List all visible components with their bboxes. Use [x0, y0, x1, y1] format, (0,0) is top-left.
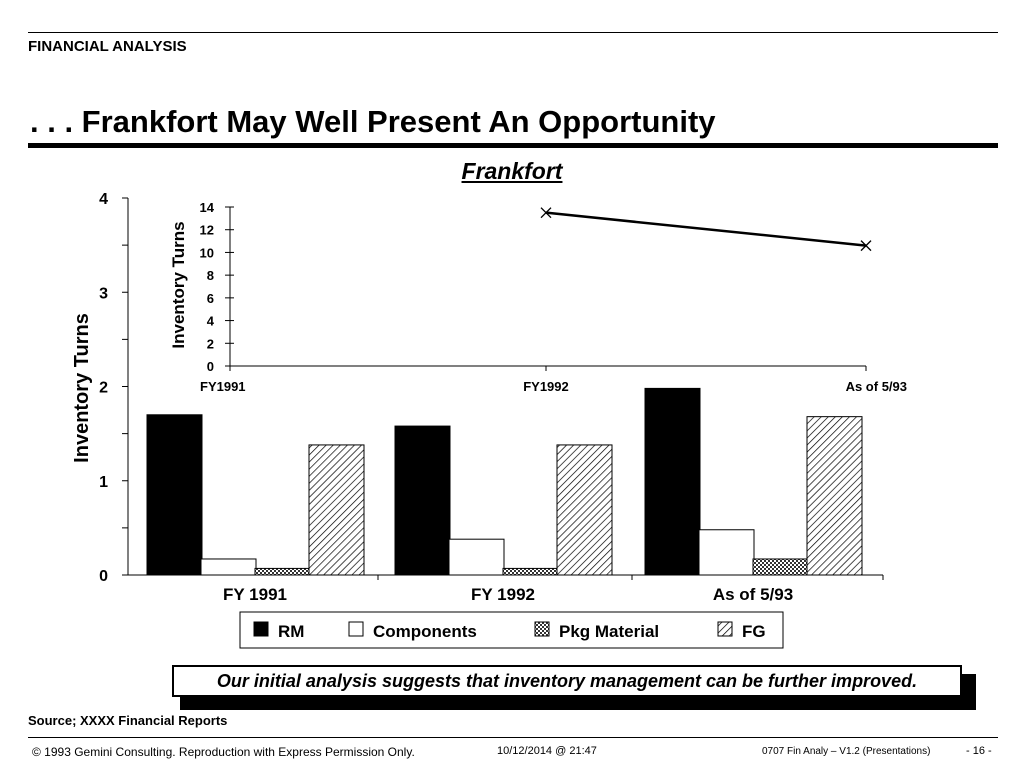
x-tick-label: FY 1991: [223, 585, 287, 604]
bar: [502, 567, 559, 576]
series-line: [545, 211, 867, 247]
bar: [644, 387, 701, 576]
inset-y-tick-label: 6: [207, 291, 214, 306]
bar: [254, 567, 311, 576]
bar: [448, 538, 505, 576]
chart-title: Frankfort: [461, 158, 563, 184]
x-tick-label: FY 1992: [471, 585, 535, 604]
y-axis-title: Inventory Turns: [71, 313, 93, 463]
y-tick-label: 4: [99, 191, 108, 208]
bar: [556, 444, 613, 576]
legend-swatch: [348, 621, 364, 637]
x-tick-label: As of 5/93: [713, 585, 793, 604]
legend-box: [239, 611, 784, 649]
footer-file: 0707 Fin Analy – V1.2 (Presentations): [762, 746, 931, 757]
bottom-rule: [28, 737, 998, 738]
inset-y-tick-label: 2: [207, 336, 214, 351]
inset-y-tick-label: 14: [200, 200, 215, 215]
inset-x-tick-label: FY1991: [200, 379, 246, 394]
bar: [200, 558, 257, 576]
footer-copyright: © 1993 Gemini Consulting. Reproduction w…: [32, 745, 415, 759]
title-rule: [28, 143, 998, 148]
y-tick-label: 3: [99, 285, 108, 302]
bar: [806, 416, 863, 576]
y-tick-label: 0: [99, 568, 108, 585]
bar: [394, 425, 451, 576]
source-note: Source; XXXX Financial Reports: [28, 713, 228, 728]
y-tick-label: 1: [99, 474, 108, 491]
inset-y-tick-label: 12: [200, 223, 214, 238]
inset-y-tick-label: 8: [207, 268, 214, 283]
section-label: FINANCIAL ANALYSIS: [28, 38, 187, 55]
legend: RM Components Pkg Material FG: [239, 611, 784, 649]
footer-page: - 16 -: [966, 745, 992, 757]
inset-y-axis-title: Inventory Turns: [169, 221, 188, 348]
callout-box: Our initial analysis suggests that inven…: [172, 665, 962, 697]
bar: [146, 414, 203, 576]
legend-label: Pkg Material: [559, 622, 659, 641]
inset-y-tick-label: 10: [200, 245, 214, 260]
legend-swatch: [534, 621, 550, 637]
inset-y-tick-label: 0: [207, 359, 214, 374]
legend-swatch: [717, 621, 733, 637]
legend-label: Components: [373, 622, 477, 641]
line-chart: 0 2 4 6 8 10 12 14 FY1991 FY1992 As of 5/93 Invento…: [169, 200, 907, 394]
top-rule: [28, 32, 998, 33]
line-point: [540, 207, 552, 219]
inset-x-tick-label: As of 5/93: [846, 379, 907, 394]
inset-y-tick-label: 4: [207, 314, 215, 329]
legend-label: RM: [278, 622, 304, 641]
y-tick-label: 2: [99, 380, 108, 397]
bar: [752, 558, 809, 576]
line-point: [860, 240, 872, 252]
bar: [308, 444, 365, 576]
bar: [698, 529, 755, 576]
slide-title: . . . Frankfort May Well Present An Oppo…: [30, 104, 716, 139]
footer-date: 10/12/2014 @ 21:47: [497, 745, 597, 757]
inset-x-tick-label: FY1992: [523, 379, 569, 394]
legend-swatch: [253, 621, 269, 637]
legend-label: FG: [742, 622, 766, 641]
